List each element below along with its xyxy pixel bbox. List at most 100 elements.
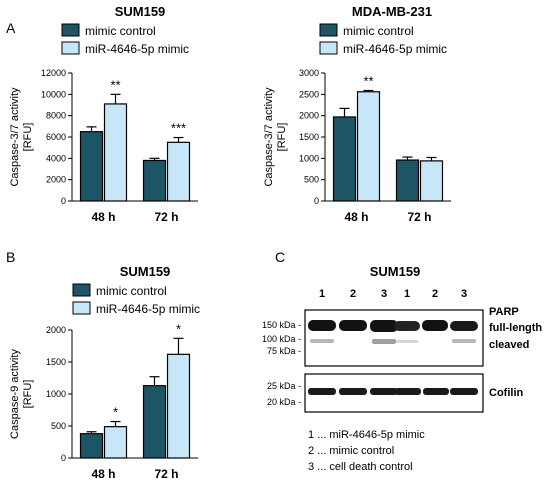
cleaved-band-lane6 bbox=[452, 339, 476, 343]
parp-membrane bbox=[304, 309, 484, 367]
chart2-legend-label-1: mimic control bbox=[343, 24, 414, 38]
cleaved-band-lane3 bbox=[372, 339, 396, 344]
chart2-x-tick-label: 72 h bbox=[407, 210, 431, 224]
marker-150kda: 150 kDa - bbox=[262, 320, 301, 330]
chart3-significance-mark: * bbox=[113, 405, 118, 420]
chart3-y-tick-label: 1500 bbox=[46, 357, 66, 367]
blot-title: SUM159 bbox=[370, 264, 421, 279]
cofilin-band-lane5 bbox=[423, 388, 449, 395]
key-line-1: 1 ... miR-4646-5p mimic bbox=[308, 429, 425, 441]
label-cleaved: cleaved bbox=[489, 339, 529, 351]
chart3-bar-control bbox=[142, 385, 167, 459]
cofilin-band-lane6 bbox=[450, 388, 478, 395]
chart2-legend-swatch-2 bbox=[319, 41, 338, 55]
chart3-y-tick-label: 0 bbox=[61, 453, 66, 463]
chart2-title: MDA-MB-231 bbox=[352, 4, 432, 19]
chart2-y-tick-label: 2000 bbox=[299, 111, 319, 121]
chart1-bar-mimic bbox=[166, 141, 191, 202]
blot-lane-label: 2 bbox=[350, 288, 356, 300]
cleaved-band-lane1 bbox=[310, 339, 334, 343]
chart3-x-tick-label: 72 h bbox=[154, 467, 178, 481]
cofilin-band-lane1 bbox=[308, 388, 336, 395]
chart1-bar-control bbox=[142, 159, 167, 202]
chart3-significance-mark: * bbox=[176, 321, 181, 336]
chart1-y-tick-label: 2000 bbox=[46, 175, 66, 185]
chart2-bar-mimic bbox=[356, 91, 381, 202]
chart1-legend-label-2: miR-4646-5p mimic bbox=[85, 42, 189, 56]
chart1-bar-control bbox=[79, 131, 104, 202]
chart2-y-tick-label: 500 bbox=[304, 175, 319, 185]
chart2-legend-label-2: miR-4646-5p mimic bbox=[343, 42, 447, 56]
blot-lane-label: 1 bbox=[404, 288, 410, 300]
chart1-y-tick-label: 12000 bbox=[41, 68, 66, 78]
cofilin-band-lane2 bbox=[339, 388, 367, 395]
marker-100kda: 100 kDa - bbox=[262, 334, 301, 344]
chart-sum159-caspase37: SUM159 mimic control miR-4646-5p mimic 0 200… bbox=[9, 4, 198, 224]
chart2-legend-swatch-1 bbox=[319, 23, 338, 37]
chart3-title: SUM159 bbox=[120, 264, 171, 279]
chart2-y-axis-label: Caspase-3/7 activity[RFU] bbox=[263, 87, 288, 187]
chart2-bar-control bbox=[332, 116, 357, 202]
chart-sum159-caspase9: SUM159 mimic control miR-4646-5p mimic 0 500… bbox=[9, 264, 200, 481]
chart2-significance-mark: ** bbox=[363, 73, 373, 88]
chart3-y-axis-label: Caspase-9 activity[RFU] bbox=[9, 349, 34, 439]
chart3-y-tick-label: 2000 bbox=[46, 325, 66, 335]
chart1-y-tick-label: 10000 bbox=[41, 89, 66, 99]
chart1-y-tick-label: 8000 bbox=[46, 111, 66, 121]
panel-label-a: A bbox=[6, 20, 16, 36]
chart1-significance-mark: ** bbox=[110, 77, 120, 92]
parp-band-lane5 bbox=[422, 320, 448, 331]
blot-lane-label: 3 bbox=[461, 288, 467, 300]
chart2-y-tick-label: 2500 bbox=[299, 89, 319, 99]
marker-25kda: 25 kDa - bbox=[267, 381, 301, 391]
blot-lane-label: 1 bbox=[319, 288, 325, 300]
parp-band-lane2 bbox=[339, 320, 367, 331]
chart3-bar-mimic bbox=[103, 426, 128, 459]
label-parp: PARP bbox=[489, 306, 519, 318]
chart3-y-tick-label: 500 bbox=[51, 421, 66, 431]
chart1-bar-mimic bbox=[103, 103, 128, 202]
key-line-3: 3 ... cell death control bbox=[308, 461, 413, 473]
chart1-x-tick-label: 72 h bbox=[154, 210, 178, 224]
chart2-y-tick-label: 1500 bbox=[299, 132, 319, 142]
chart2-bar-mimic bbox=[419, 160, 444, 202]
chart2-y-tick-label: 0 bbox=[314, 196, 319, 206]
chart2-y-tick-label: 3000 bbox=[299, 68, 319, 78]
cleaved-band-lane4 bbox=[396, 340, 418, 343]
chart3-y-tick-label: 1000 bbox=[46, 389, 66, 399]
chart2-bar-control bbox=[395, 159, 420, 202]
chart2-x-tick-label: 48 h bbox=[344, 210, 368, 224]
parp-band-lane4 bbox=[394, 321, 420, 331]
blot-lane-labels: 1 2 3 1 2 3 bbox=[319, 288, 467, 300]
parp-band-lane1 bbox=[308, 320, 336, 331]
chart3-bar-mimic bbox=[166, 353, 191, 459]
panel-label-b: B bbox=[6, 249, 15, 265]
key-line-2: 2 ... mimic control bbox=[308, 445, 394, 457]
chart1-significance-mark: *** bbox=[171, 121, 186, 136]
parp-band-lane6 bbox=[450, 321, 478, 331]
chart1-x-tick-label: 48 h bbox=[91, 210, 115, 224]
chart1-y-tick-label: 0 bbox=[61, 196, 66, 206]
chart3-bar-control bbox=[79, 433, 104, 459]
chart1-legend-swatch-2 bbox=[61, 41, 80, 55]
parp-band-lane3 bbox=[370, 320, 398, 332]
label-cofilin: Cofilin bbox=[489, 387, 523, 399]
chart3-legend-label-1: mimic control bbox=[96, 284, 167, 298]
chart-mdamb231-caspase37: MDA-MB-231 mimic control miR-4646-5p mimic… bbox=[263, 4, 451, 224]
panel-label-c: C bbox=[275, 249, 285, 265]
label-full-length: full-length bbox=[489, 322, 542, 334]
chart3-legend-swatch-1 bbox=[72, 283, 91, 297]
chart3-legend-label-2: miR-4646-5p mimic bbox=[96, 302, 200, 316]
marker-20kda: 20 kDa - bbox=[267, 397, 301, 407]
chart1-y-tick-label: 4000 bbox=[46, 153, 66, 163]
cofilin-band-lane3 bbox=[370, 388, 398, 395]
western-blot-panel: SUM159 1 2 3 1 2 3 150 kDa - 100 kDa - 75 kDa… bbox=[262, 264, 542, 473]
chart1-legend-label-1: mimic control bbox=[85, 24, 156, 38]
chart3-legend-swatch-2 bbox=[72, 301, 91, 315]
blot-lane-label: 3 bbox=[381, 288, 387, 300]
chart1-y-tick-label: 6000 bbox=[46, 132, 66, 142]
chart3-x-tick-label: 48 h bbox=[91, 467, 115, 481]
cofilin-band-lane4 bbox=[395, 388, 421, 395]
blot-lane-label: 2 bbox=[432, 288, 438, 300]
